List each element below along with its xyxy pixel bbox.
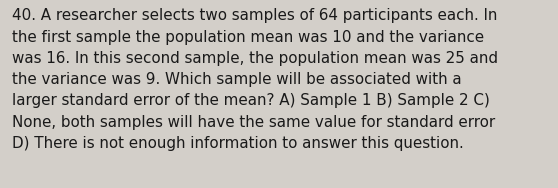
Text: 40. A researcher selects two samples of 64 participants each. In
the first sampl: 40. A researcher selects two samples of … [12, 8, 498, 151]
